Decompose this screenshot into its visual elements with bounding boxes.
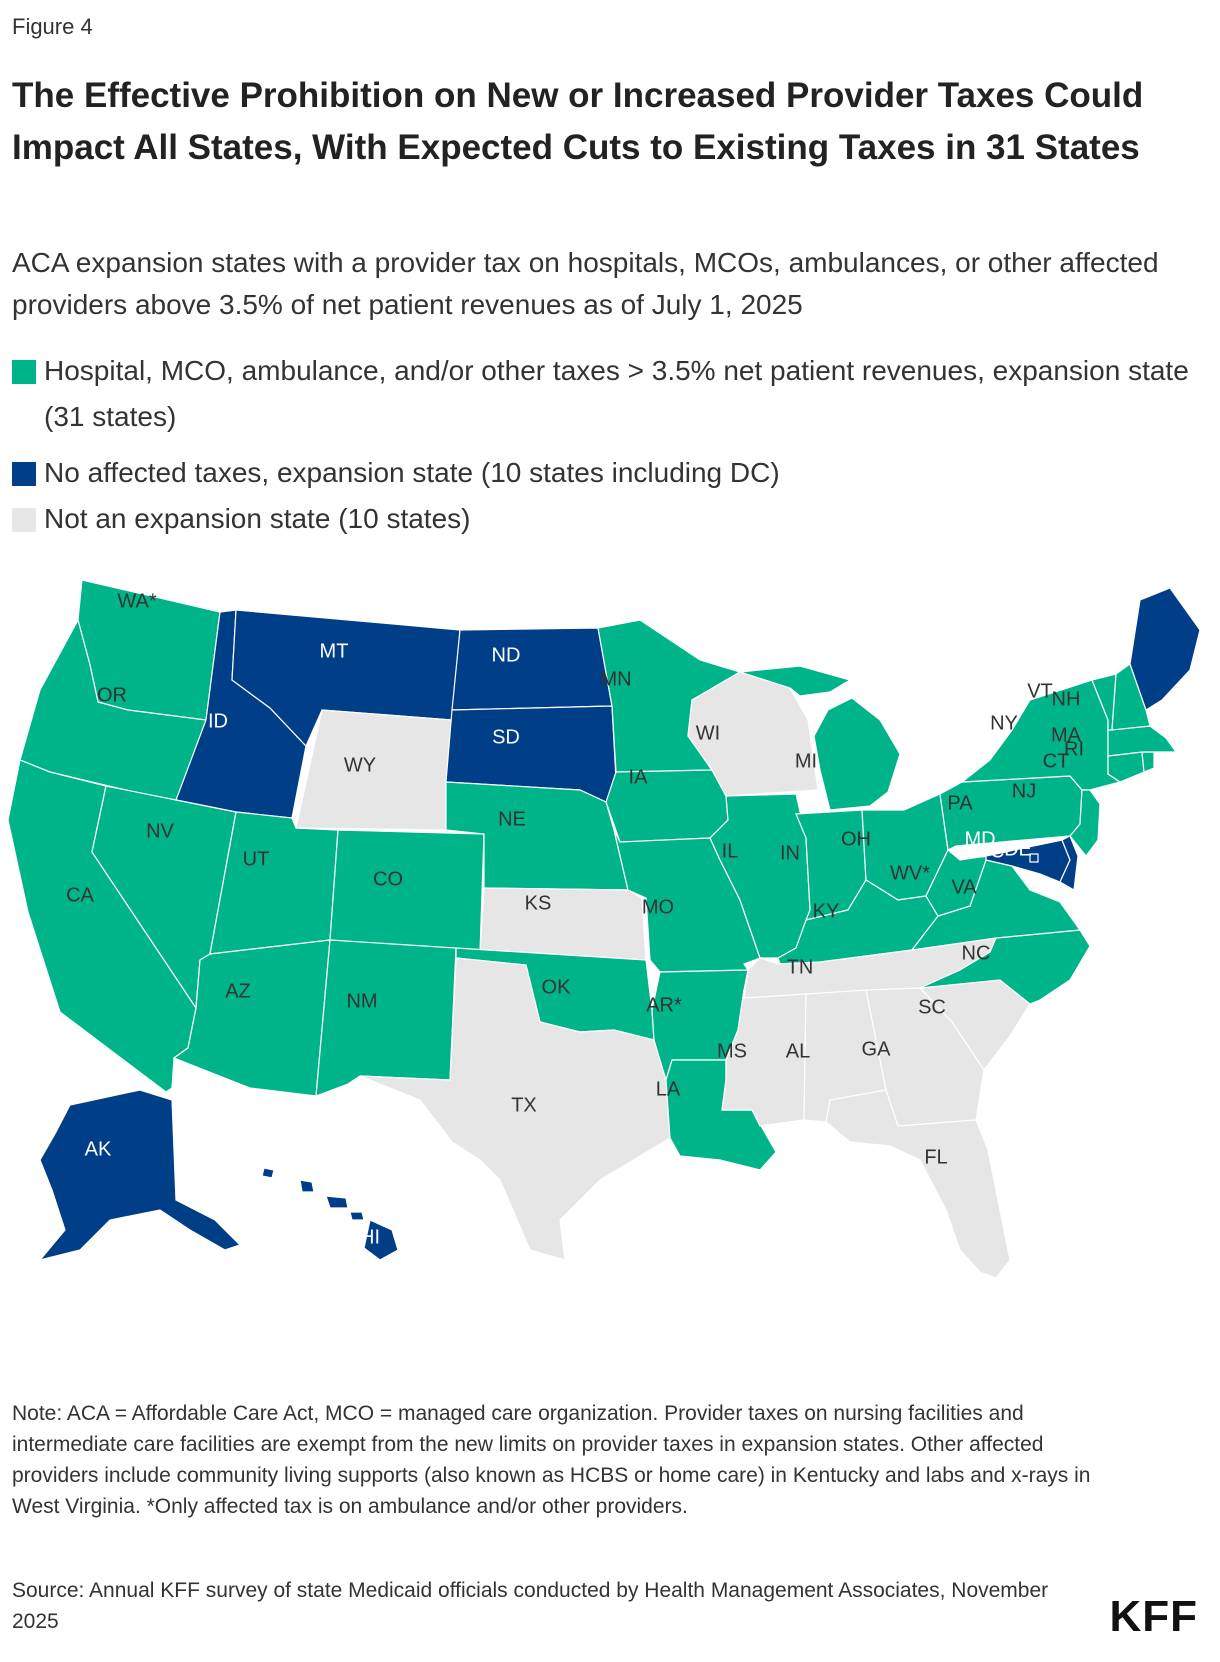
- legend-label-blue: No affected taxes, expansion state (10 s…: [44, 457, 780, 488]
- kff-logo: KFF: [1109, 1592, 1198, 1641]
- label-wv: WV*: [890, 862, 930, 884]
- us-map-svg: WA* OR CA ID NV MT WY UT AZ CO NM ND SD …: [7, 579, 1201, 1279]
- label-ga: GA: [862, 1038, 892, 1060]
- state-nm: [315, 939, 457, 1097]
- legend-label-green: Hospital, MCO, ambulance, and/or other t…: [44, 355, 1189, 432]
- legend-item-green: Hospital, MCO, ambulance, and/or other t…: [12, 348, 1202, 440]
- label-or: OR: [97, 684, 127, 706]
- label-ne: NE: [498, 808, 526, 830]
- state-nj: [1069, 789, 1101, 857]
- state-hi-islands-4: [261, 1167, 275, 1179]
- us-map: WA* OR CA ID NV MT WY UT AZ CO NM ND SD …: [0, 560, 1220, 1360]
- state-ks: [479, 887, 647, 961]
- legend-label-gray: Not an expansion state (10 states): [44, 503, 471, 534]
- legend: Hospital, MCO, ambulance, and/or other t…: [12, 348, 1202, 542]
- state-fl: [825, 1089, 1011, 1279]
- state-hi-islands-3: [349, 1211, 365, 1221]
- state-hi-islands-1: [299, 1179, 315, 1193]
- state-ct: [1107, 751, 1145, 783]
- chart-title: The Effective Prohibition on New or Incr…: [12, 76, 1144, 167]
- label-nh: NH: [1052, 688, 1081, 710]
- legend-swatch-gray: [12, 508, 36, 532]
- label-nc: NC: [962, 942, 991, 964]
- label-ct: CT: [1043, 750, 1070, 772]
- state-me: [1129, 587, 1201, 711]
- footnote: Note: ACA = Affordable Care Act, MCO = m…: [12, 1402, 1091, 1518]
- label-nm: NM: [346, 990, 377, 1012]
- label-al: AL: [786, 1040, 810, 1062]
- label-vt: VT: [1027, 680, 1053, 702]
- label-la: LA: [656, 1078, 681, 1100]
- label-wy: WY: [344, 754, 376, 776]
- label-az: AZ: [225, 980, 251, 1002]
- state-mi: [739, 665, 852, 697]
- figure-label: Figure 4: [12, 14, 93, 39]
- label-mo: MO: [642, 896, 674, 918]
- state-ia: [605, 769, 729, 843]
- state-ak: [38, 1089, 242, 1262]
- state-nd: [451, 627, 613, 711]
- label-mn: MN: [600, 668, 631, 690]
- label-hi: HI: [360, 1226, 380, 1248]
- state-dc: [1029, 853, 1039, 863]
- label-tx: TX: [511, 1094, 537, 1116]
- label-sd: SD: [492, 726, 520, 748]
- label-nv: NV: [146, 820, 174, 842]
- legend-swatch-green: [12, 360, 36, 384]
- legend-item-gray: Not an expansion state (10 states): [12, 496, 1202, 542]
- label-md: MD: [964, 828, 995, 850]
- label-ri: RI: [1064, 738, 1084, 760]
- label-me: ME: [1081, 622, 1111, 644]
- label-in: IN: [780, 842, 800, 864]
- label-nd: ND: [492, 644, 521, 666]
- legend-swatch-blue: [12, 462, 36, 486]
- state-hi-islands-2: [325, 1195, 349, 1209]
- state-nc: [919, 929, 1091, 1005]
- label-id: ID: [208, 710, 228, 732]
- state-ma: [1107, 725, 1178, 757]
- label-il: IL: [722, 840, 739, 862]
- label-dc: DC: [976, 840, 1005, 862]
- label-nj: NJ: [1012, 780, 1036, 802]
- state-ri: [1141, 751, 1155, 773]
- state-mi-lower: [813, 697, 901, 811]
- state-co: [329, 829, 485, 953]
- label-sc: SC: [918, 996, 946, 1018]
- label-ny: NY: [990, 712, 1018, 734]
- label-ak: AK: [85, 1138, 112, 1160]
- label-ks: KS: [525, 892, 552, 914]
- label-co: CO: [373, 868, 403, 890]
- label-mt: MT: [320, 640, 349, 662]
- state-nh: [1111, 663, 1151, 731]
- label-de: DE: [1004, 838, 1032, 860]
- label-pa: PA: [947, 792, 973, 814]
- state-de: [1059, 835, 1079, 891]
- label-ms: MS: [717, 1040, 747, 1062]
- label-ok: OK: [542, 976, 572, 998]
- label-ma: MA: [1051, 724, 1082, 746]
- label-wa: WA*: [117, 590, 156, 612]
- label-fl: FL: [924, 1146, 947, 1168]
- state-la: [665, 1059, 777, 1171]
- state-labels: WA* OR CA ID NV MT WY UT AZ CO NM ND SD …: [66, 590, 1111, 1248]
- state-tx: [359, 957, 671, 1261]
- label-va: VA: [951, 876, 977, 898]
- label-mi: MI: [795, 750, 817, 772]
- label-wi: WI: [696, 722, 720, 744]
- label-ar: AR*: [646, 994, 682, 1016]
- legend-item-blue: No affected taxes, expansion state (10 s…: [12, 450, 1202, 496]
- label-ca: CA: [66, 884, 94, 906]
- source-note: Source: Annual KFF survey of state Medic…: [12, 1579, 1049, 1633]
- state-hi: [363, 1219, 399, 1261]
- label-oh: OH: [841, 828, 871, 850]
- chart-subtitle: ACA expansion states with a provider tax…: [12, 247, 1159, 320]
- label-ia: IA: [629, 766, 649, 788]
- label-ky: KY: [813, 900, 840, 922]
- label-tn: TN: [787, 956, 814, 978]
- label-ut: UT: [243, 848, 270, 870]
- state-vt: [1091, 673, 1117, 731]
